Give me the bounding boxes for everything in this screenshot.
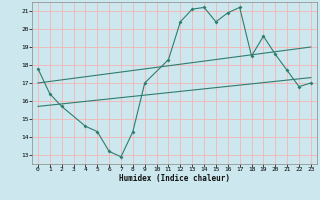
X-axis label: Humidex (Indice chaleur): Humidex (Indice chaleur)	[119, 174, 230, 183]
